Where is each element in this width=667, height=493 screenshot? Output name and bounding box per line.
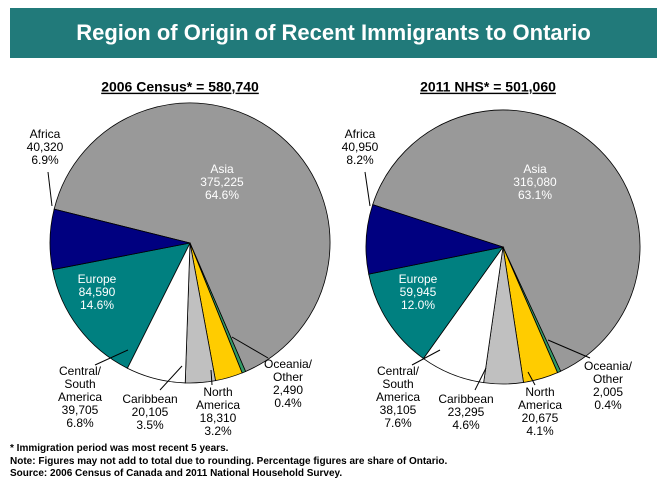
header-title: Region of Origin of Recent Immigrants to… — [10, 8, 657, 58]
slice-label: Africa — [30, 127, 61, 141]
slice-label: North America — [196, 385, 240, 412]
leader-line — [231, 336, 269, 359]
leader-line — [411, 349, 441, 366]
percent-label: 0.4% — [594, 398, 622, 412]
pie-slice — [368, 246, 504, 360]
value-label: 20,105 — [132, 405, 169, 419]
note: Note: Figures may not add to total due t… — [10, 455, 448, 467]
value-label: 20,675 — [522, 411, 559, 425]
slice-label: Oceania/Other — [264, 357, 313, 384]
pie-slice — [49, 208, 191, 271]
value-label: 84,590 — [79, 285, 116, 299]
leader-line — [364, 171, 371, 207]
chart-title: 2006 Census* = 580,740 — [101, 79, 259, 95]
percent-label: 63.1% — [518, 188, 552, 202]
percent-label: 7.6% — [384, 416, 412, 430]
percent-label: 12.0% — [401, 298, 435, 312]
percent-label: 0.4% — [274, 396, 302, 410]
percent-label: 3.5% — [136, 418, 164, 432]
percent-label: 14.6% — [80, 298, 114, 312]
slice-label: Europe — [78, 272, 117, 286]
leader-line — [527, 371, 536, 386]
note: Source: 2006 Census of Canada and 2011 N… — [10, 468, 343, 479]
percent-label: 3.2% — [204, 424, 232, 438]
leader-line — [47, 171, 53, 207]
slice-label: Europe — [399, 272, 438, 286]
value-label: 40,320 — [27, 140, 64, 154]
leader-line — [547, 339, 591, 359]
value-label: 18,310 — [200, 411, 237, 425]
value-label: 40,950 — [342, 140, 379, 154]
value-label: 316,080 — [513, 175, 557, 189]
percent-label: 4.6% — [452, 418, 480, 432]
pie-slice — [52, 242, 191, 369]
value-label: 38,105 — [380, 403, 417, 417]
notes: * Immigration period was most recent 5 y… — [10, 443, 447, 481]
slice-label: Asia — [210, 162, 234, 176]
pie-slice — [365, 204, 505, 275]
pie-slice — [53, 102, 331, 373]
chart-title: 2011 NHS* = 501,060 — [420, 79, 556, 95]
value-label: 59,945 — [400, 285, 437, 299]
slice-label: Central/South America — [376, 364, 420, 404]
pie-slice — [372, 109, 641, 372]
note: * Immigration period was most recent 5 y… — [10, 443, 229, 454]
slice-label: Central/South America — [58, 364, 102, 404]
percent-label: 6.9% — [31, 153, 59, 167]
leader-line — [94, 349, 129, 366]
value-label: 375,225 — [200, 175, 244, 189]
slice-label: Asia — [523, 162, 547, 176]
slice-label: North America — [518, 385, 562, 412]
value-label: 2,005 — [593, 385, 623, 399]
leader-line — [474, 367, 487, 391]
percent-label: 8.2% — [346, 153, 374, 167]
percent-label: 6.8% — [66, 416, 94, 430]
percent-label: 64.6% — [205, 188, 239, 202]
slice-label: Oceania/Other — [584, 359, 633, 386]
slice-label: Caribbean — [122, 392, 177, 406]
value-label: 39,705 — [62, 403, 99, 417]
value-label: 23,295 — [448, 405, 485, 419]
slice-label: Africa — [345, 127, 376, 141]
leader-line — [159, 365, 183, 391]
value-label: 2,490 — [273, 383, 303, 397]
leader-line — [210, 369, 213, 386]
percent-label: 4.1% — [526, 424, 554, 438]
slice-label: Caribbean — [438, 392, 493, 406]
